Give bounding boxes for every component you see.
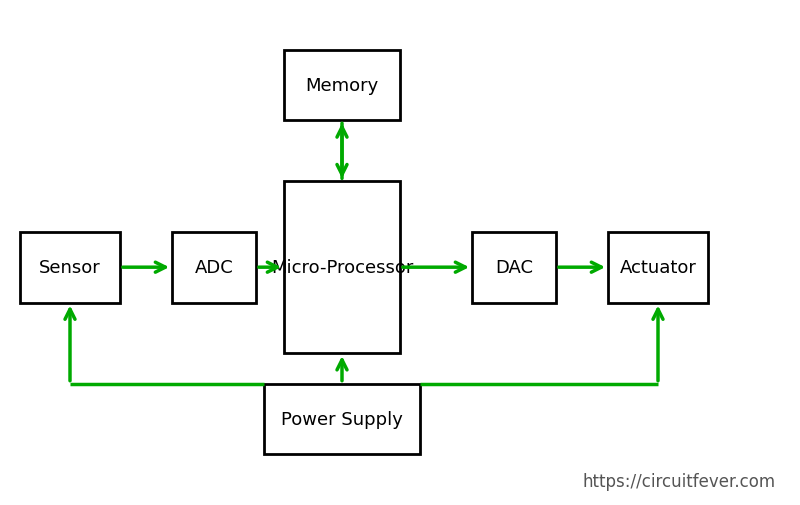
- Text: DAC: DAC: [495, 259, 533, 277]
- FancyBboxPatch shape: [264, 384, 420, 454]
- FancyBboxPatch shape: [20, 232, 120, 303]
- Text: Memory: Memory: [306, 77, 378, 95]
- Text: Power Supply: Power Supply: [281, 410, 403, 428]
- Text: https://circuitfever.com: https://circuitfever.com: [583, 472, 776, 490]
- FancyBboxPatch shape: [608, 232, 708, 303]
- FancyBboxPatch shape: [284, 50, 400, 121]
- Text: Actuator: Actuator: [619, 259, 697, 277]
- FancyBboxPatch shape: [284, 182, 400, 354]
- FancyBboxPatch shape: [472, 232, 556, 303]
- Text: ADC: ADC: [194, 259, 234, 277]
- Text: Sensor: Sensor: [39, 259, 101, 277]
- Text: Micro-Processor: Micro-Processor: [271, 259, 413, 277]
- FancyBboxPatch shape: [172, 232, 256, 303]
